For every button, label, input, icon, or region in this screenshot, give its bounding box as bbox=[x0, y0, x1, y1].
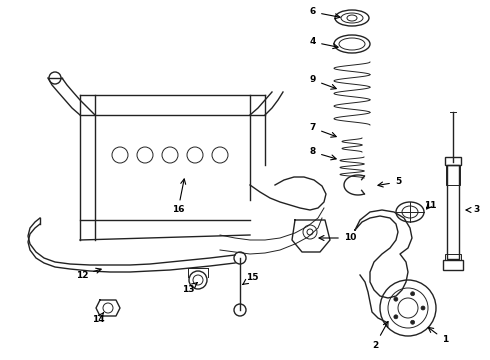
Text: 8: 8 bbox=[310, 148, 336, 160]
Circle shape bbox=[394, 297, 398, 301]
Circle shape bbox=[411, 292, 415, 296]
Text: 1: 1 bbox=[428, 327, 448, 345]
Text: 2: 2 bbox=[372, 321, 388, 350]
Text: 5: 5 bbox=[378, 177, 401, 187]
Text: 10: 10 bbox=[319, 234, 356, 243]
Text: 14: 14 bbox=[92, 312, 104, 324]
Text: 4: 4 bbox=[310, 37, 338, 49]
Text: 3: 3 bbox=[466, 206, 479, 215]
Bar bbox=[445, 254, 461, 260]
Text: 12: 12 bbox=[76, 268, 101, 279]
Text: 11: 11 bbox=[424, 201, 436, 210]
Bar bbox=[446, 165, 460, 185]
Circle shape bbox=[394, 315, 398, 319]
Bar bbox=[445, 157, 461, 165]
Text: 9: 9 bbox=[310, 76, 336, 89]
Text: 16: 16 bbox=[172, 179, 186, 215]
Bar bbox=[443, 260, 463, 270]
Text: 6: 6 bbox=[310, 8, 340, 19]
Text: 13: 13 bbox=[182, 283, 197, 294]
Circle shape bbox=[421, 306, 425, 310]
Text: 7: 7 bbox=[310, 123, 336, 137]
Bar bbox=[447, 165, 459, 259]
Circle shape bbox=[411, 320, 415, 324]
Text: 15: 15 bbox=[243, 274, 258, 284]
